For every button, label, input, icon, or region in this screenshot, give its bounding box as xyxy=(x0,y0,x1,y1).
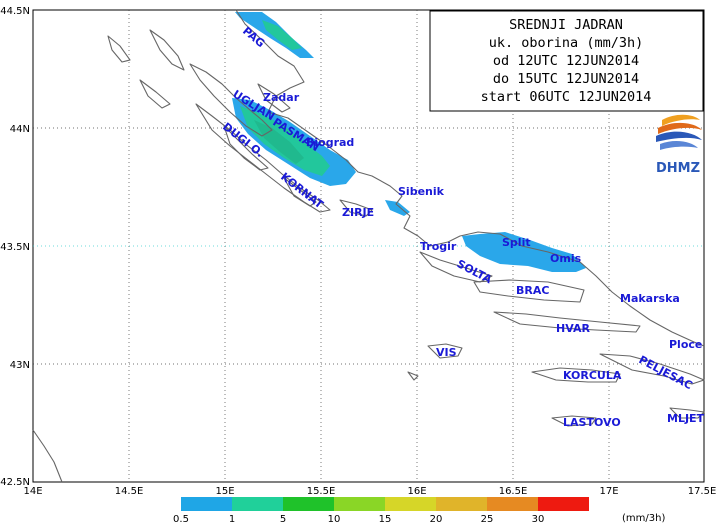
legend-swatch xyxy=(181,497,232,511)
label-split: Split xyxy=(502,236,531,249)
legend-swatch xyxy=(436,497,487,511)
label-hvar: HVAR xyxy=(556,322,590,335)
precipitation-legend: (mm/3h) 0.5 1 5 10 15 20 25 30 xyxy=(173,497,665,525)
legend-threshold-label: 20 xyxy=(430,514,443,525)
label-mljet: MLJET xyxy=(667,412,705,425)
lon-tick: 14.5E xyxy=(115,486,144,497)
label-zadar: Zadar xyxy=(263,91,300,104)
label-biograd: Biograd xyxy=(306,136,354,149)
label-brac: BRAC xyxy=(516,284,549,297)
label-sibenik: Sibenik xyxy=(398,185,445,198)
lon-tick: 15E xyxy=(215,486,234,497)
legend-swatch xyxy=(538,497,589,511)
lon-tick: 14E xyxy=(23,486,42,497)
legend-threshold-label: 10 xyxy=(328,514,341,525)
legend-threshold-label: 25 xyxy=(481,514,494,525)
label-makarska: Makarska xyxy=(620,292,680,305)
legend-swatch xyxy=(487,497,538,511)
title-from: od 12UTC 12JUN2014 xyxy=(493,53,639,69)
lon-tick: 17E xyxy=(599,486,618,497)
legend-swatch xyxy=(334,497,385,511)
label-lastovo: LASTOVO xyxy=(563,416,621,429)
label-korcula: KORCULA xyxy=(563,369,622,382)
label-vis: VIS xyxy=(436,346,457,359)
lon-ticks: 14E 14.5E 15E 15.5E 16E 16.5E 17E 17.5E xyxy=(23,486,716,497)
lat-ticks: 44.5N 44N 43.5N 43N 42.5N xyxy=(0,6,30,488)
coastline xyxy=(32,9,705,483)
legend-threshold-label: 1 xyxy=(229,514,235,525)
lat-tick: 43.5N xyxy=(0,242,30,253)
lat-tick: 44.5N xyxy=(0,6,30,17)
legend-threshold-label: 0.5 xyxy=(173,514,189,525)
legend-threshold-label: 15 xyxy=(379,514,392,525)
lon-tick: 16.5E xyxy=(499,486,528,497)
lon-tick: 15.5E xyxy=(307,486,336,497)
lat-tick: 44N xyxy=(10,124,30,135)
lat-tick: 42.5N xyxy=(0,477,30,488)
legend-swatch xyxy=(232,497,283,511)
legend-swatch xyxy=(385,497,436,511)
logo-text: DHMZ xyxy=(656,161,700,176)
dhmz-logo: DHMZ xyxy=(656,114,702,176)
title-box: SREDNJI JADRAN uk. oborina (mm/3h) od 12… xyxy=(429,10,704,112)
label-omis: Omis xyxy=(550,252,582,265)
lon-tick: 16E xyxy=(407,486,426,497)
lat-tick: 43N xyxy=(10,360,30,371)
legend-unit: (mm/3h) xyxy=(622,513,665,524)
title-start: start 06UTC 12JUN2014 xyxy=(481,89,652,105)
logo-swirl-icon xyxy=(656,114,702,150)
precipitation-areas xyxy=(232,12,586,272)
label-trogir: Trogir xyxy=(420,240,457,253)
label-zirje: ZIRJE xyxy=(342,206,374,219)
title-region: SREDNJI JADRAN xyxy=(509,17,623,33)
lon-tick: 17.5E xyxy=(688,486,717,497)
legend-swatch xyxy=(283,497,334,511)
title-variable: uk. oborina (mm/3h) xyxy=(489,35,643,51)
legend-threshold-label: 30 xyxy=(532,514,545,525)
label-ploce: Ploce xyxy=(669,338,702,351)
legend-threshold-label: 5 xyxy=(280,514,286,525)
title-to: do 15UTC 12JUN2014 xyxy=(493,71,639,87)
